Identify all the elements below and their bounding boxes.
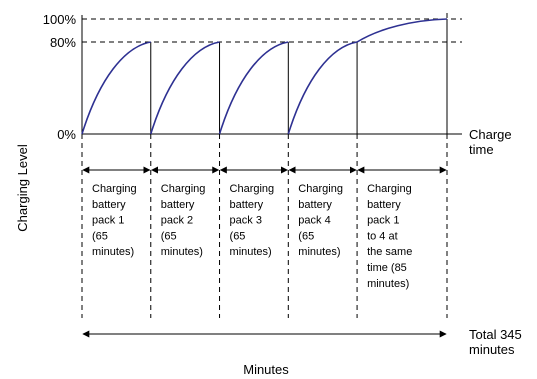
total-label: Total 345 minutes	[469, 327, 522, 357]
segment-label-1: Charging battery pack 1 (65 minutes)	[92, 183, 137, 258]
segment-label-1-line: Charging	[92, 183, 137, 195]
segment-label-3-line: battery	[230, 199, 264, 211]
segment-label-4-line: pack 4	[298, 215, 330, 227]
y-tick-label: 0%	[57, 127, 76, 142]
segment-label-1-line: (65	[92, 230, 108, 242]
segment-label-5-line: minutes)	[367, 278, 409, 290]
y-tick-label: 80%	[50, 35, 76, 50]
segment-label-5-line: pack 1	[367, 215, 399, 227]
segment-label-3-line: Charging	[230, 183, 275, 195]
segment-label-4: Charging battery pack 4 (65 minutes)	[298, 183, 343, 258]
x-axis-end-label-line: time	[469, 142, 494, 157]
y-axis-label: Charging Level	[15, 144, 30, 232]
x-axis-label: Minutes	[243, 362, 289, 377]
segment-label-5-line: to 4 at	[367, 230, 398, 242]
segment-label-2-line: minutes)	[161, 246, 203, 258]
charge-curve-1	[81, 41, 151, 135]
total-label-line: Total 345	[469, 327, 522, 342]
segment-label-2-line: Charging	[161, 183, 206, 195]
segment-label-2-line: battery	[161, 199, 195, 211]
charge-curve-2	[150, 41, 220, 135]
segment-label-2: Charging battery pack 2 (65 minutes)	[161, 183, 206, 258]
segment-label-3: Charging battery pack 3 (65 minutes)	[230, 183, 275, 258]
segment-label-5-line: time (85	[367, 262, 407, 274]
segment-label-3-line: minutes)	[230, 246, 272, 258]
segment-label-4-line: battery	[298, 199, 332, 211]
charge-curve-5	[356, 18, 448, 43]
charge-curve-3	[218, 41, 289, 135]
segment-label-4-line: Charging	[298, 183, 343, 195]
segment-label-2-line: (65	[161, 230, 177, 242]
segment-label-1-line: minutes)	[92, 246, 134, 258]
segment-label-4-line: minutes)	[298, 246, 340, 258]
x-axis-end-label-line: Charge	[469, 127, 512, 142]
x-axis-end-label: Charge time	[469, 127, 512, 157]
segment-label-5-line: the same	[367, 246, 412, 258]
charge-curve-4	[287, 41, 358, 135]
segment-label-5: Charging battery pack 1 to 4 at the same time…	[367, 183, 412, 290]
segment-label-2-line: pack 2	[161, 215, 193, 227]
segment-label-5-line: battery	[367, 199, 401, 211]
segment-label-1-line: pack 1	[92, 215, 124, 227]
segment-label-3-line: pack 3	[230, 215, 262, 227]
segment-label-5-line: Charging	[367, 183, 412, 195]
segment-label-4-line: (65	[298, 230, 314, 242]
y-tick-label: 100%	[43, 12, 77, 27]
total-label-line: minutes	[469, 342, 515, 357]
segment-label-3-line: (65	[230, 230, 246, 242]
segment-label-1-line: battery	[92, 199, 126, 211]
